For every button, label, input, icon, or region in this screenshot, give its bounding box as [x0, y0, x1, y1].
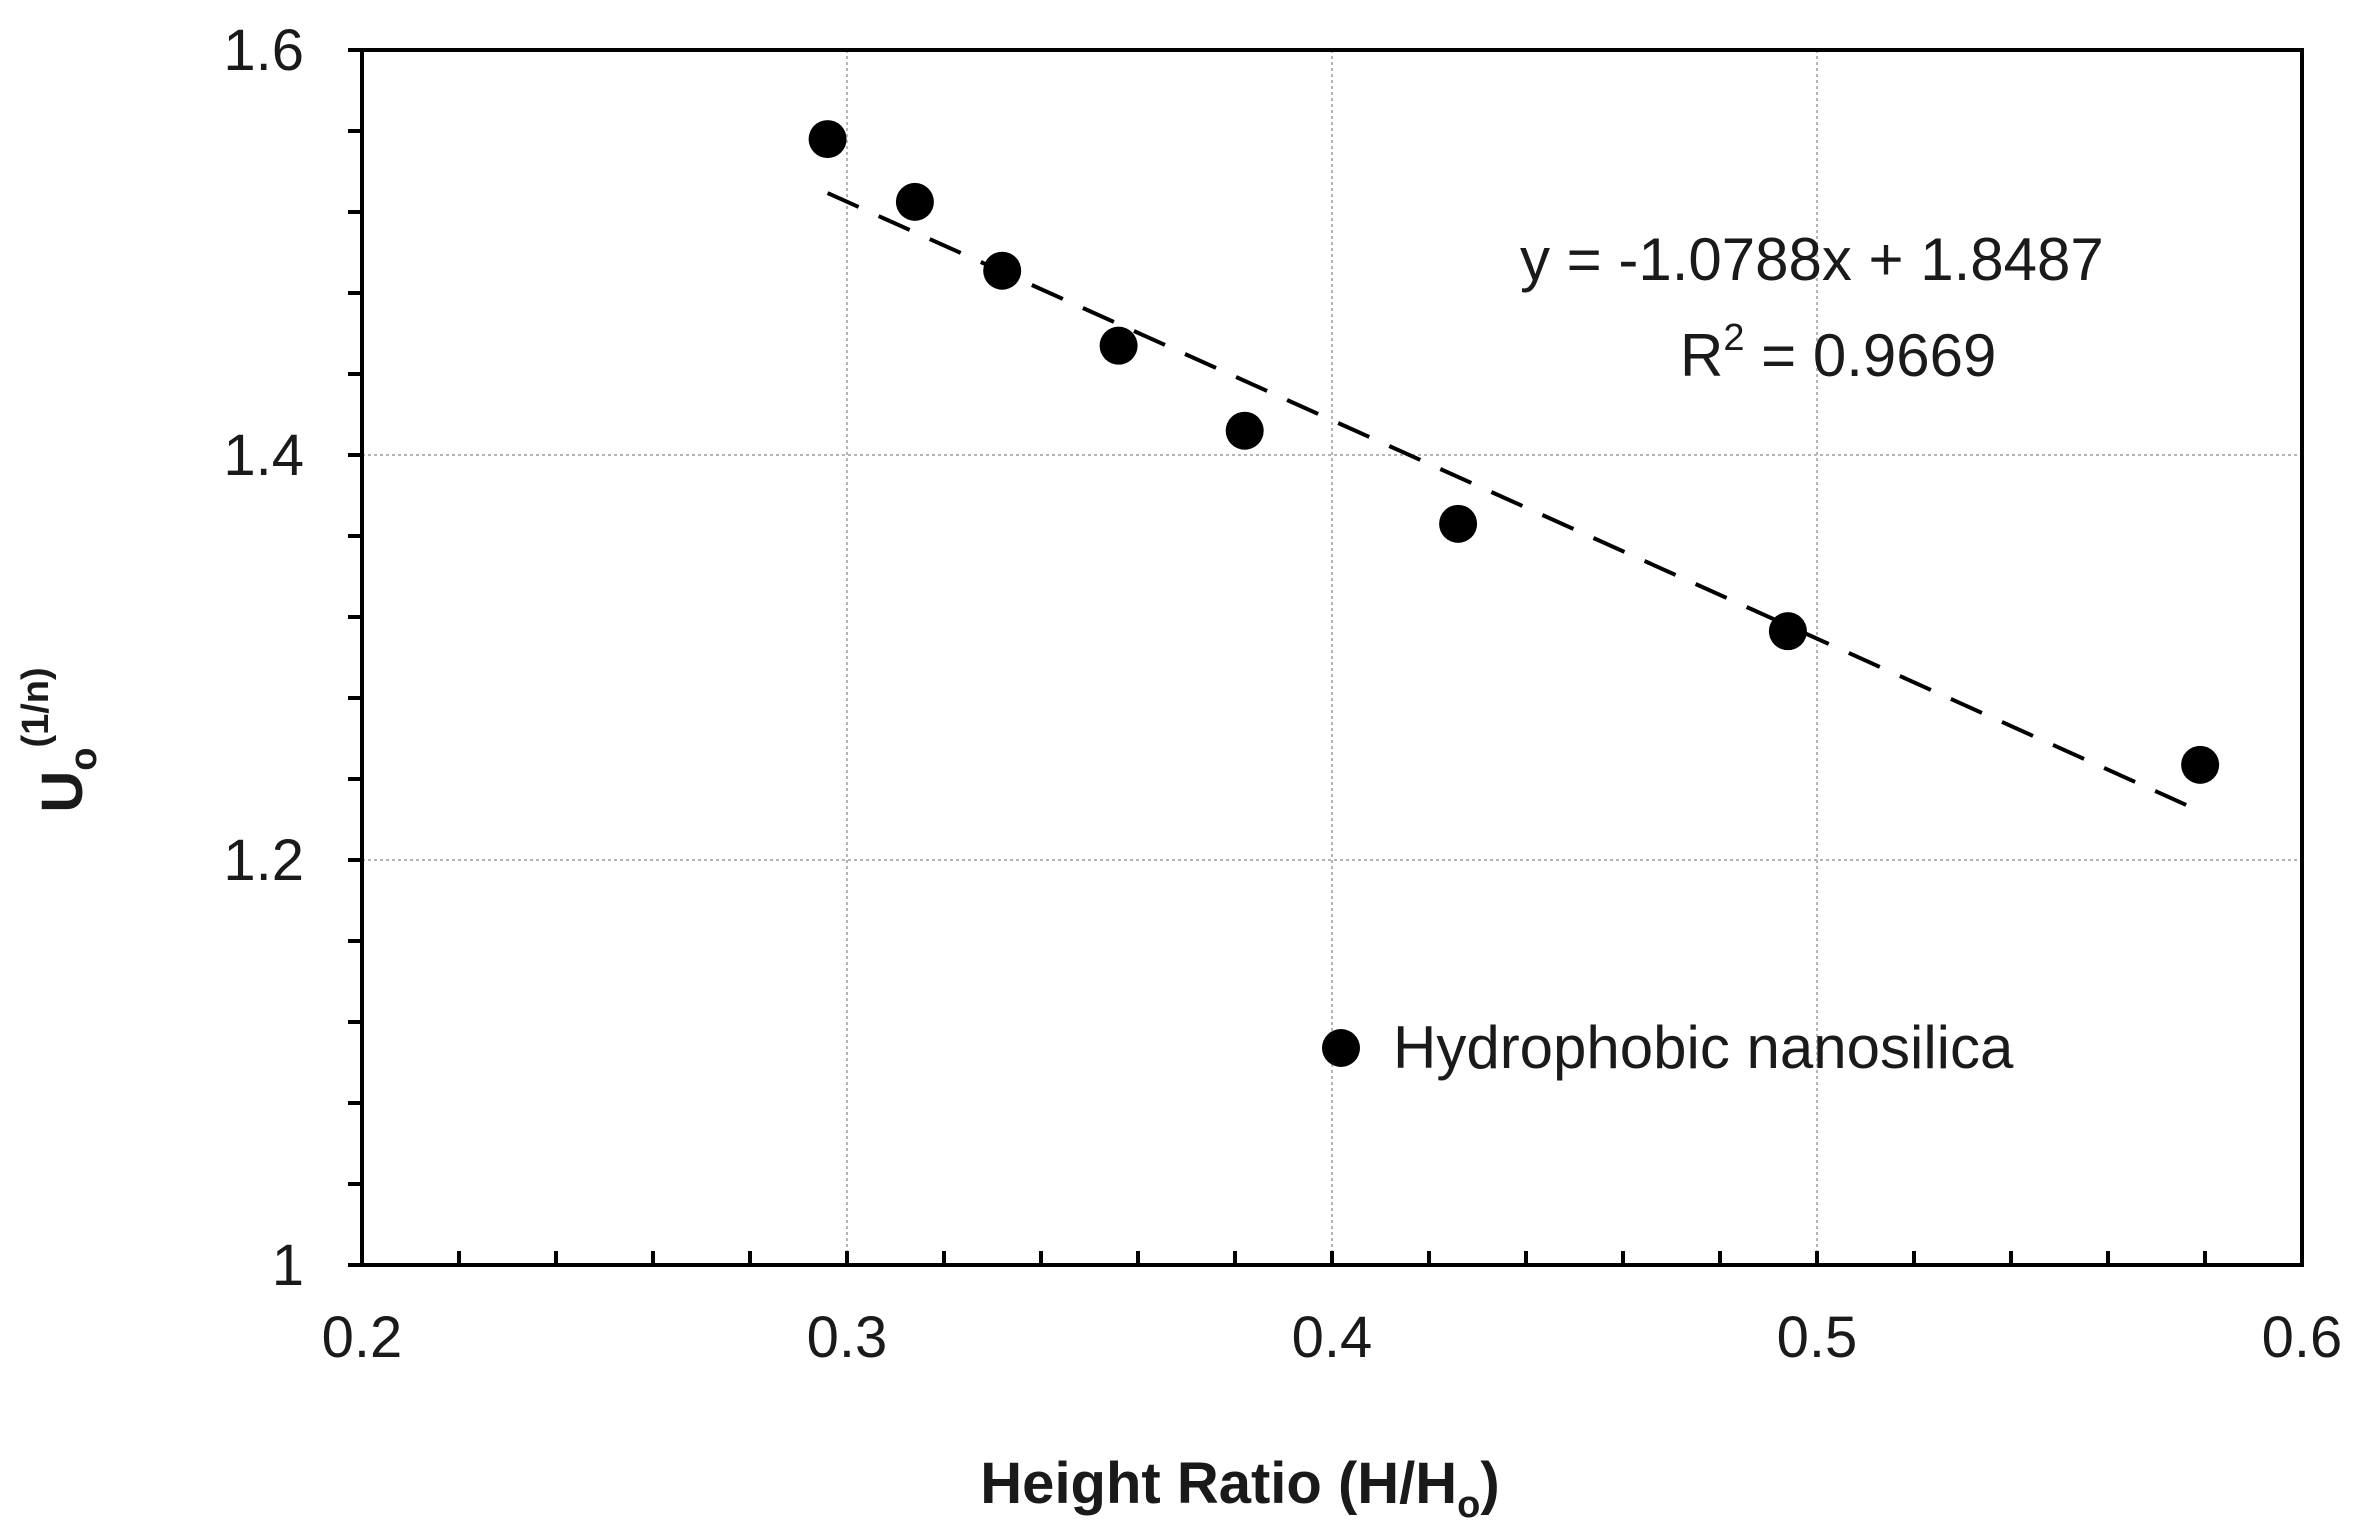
x-tick-label: 0.5: [1777, 1305, 1858, 1370]
grid-lines: [362, 50, 2302, 1265]
data-point: [1225, 411, 1264, 450]
y-axis-title-sup: (1/n): [15, 667, 57, 747]
trendline-r-squared: R2 = 0.9669: [1680, 317, 1996, 389]
legend-marker-icon: [1322, 1029, 1360, 1067]
trendline-layer: [826, 191, 2201, 814]
data-point: [2181, 745, 2220, 784]
x-tick-label: 0.2: [322, 1305, 403, 1370]
x-tick-label: 0.6: [2262, 1305, 2343, 1370]
x-tick-label: 0.4: [1292, 1305, 1373, 1370]
data-points: [808, 120, 2220, 784]
y-axis-title: Uo (1/n): [15, 667, 105, 812]
x-axis-title-sub: o: [1457, 1484, 1480, 1526]
data-point: [1768, 612, 1807, 651]
x-axis-title: Height Ratio (H/Ho): [980, 1451, 1499, 1526]
y-axis-title-sub: o: [63, 748, 105, 771]
y-axis-title-main: U: [30, 771, 95, 813]
x-axis-title-close: ): [1480, 1451, 1499, 1516]
data-point: [895, 182, 934, 221]
axis-ticks: 0.2 0.3 0.4 0.5 0.6 1 1.2 1.4 1.6: [223, 18, 2342, 1370]
x-tick-label: 0.3: [807, 1305, 888, 1370]
trendline: [826, 191, 2201, 814]
y-tick-label: 1: [272, 1233, 304, 1298]
y-tick-label: 1.6: [223, 18, 304, 83]
data-point: [808, 120, 847, 159]
r2-prefix: R: [1680, 322, 1723, 389]
data-point: [983, 251, 1022, 290]
data-point: [1099, 326, 1138, 365]
r2-value: = 0.9669: [1744, 322, 1996, 389]
r2-exponent: 2: [1723, 317, 1744, 359]
y-tick-label: 1.2: [223, 828, 304, 893]
y-tick-label: 1.4: [223, 423, 304, 488]
trendline-equation: y = -1.0788x + 1.8487: [1520, 226, 2104, 293]
legend: Hydrophobic nanosilica: [1322, 1014, 2014, 1081]
data-point: [1439, 504, 1478, 543]
legend-label: Hydrophobic nanosilica: [1393, 1014, 2014, 1081]
x-axis-title-main: Height Ratio (H/H: [980, 1451, 1457, 1516]
